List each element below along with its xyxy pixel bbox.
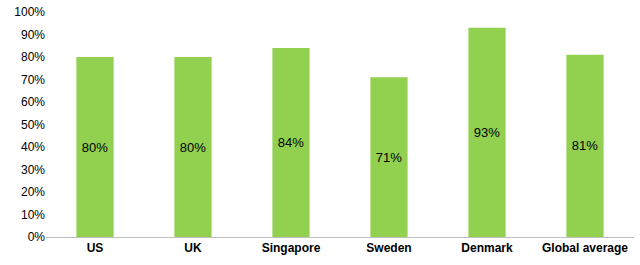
svg-text:US: US <box>87 241 104 255</box>
svg-text:93%: 93% <box>474 125 500 140</box>
svg-text:10%: 10% <box>21 208 45 222</box>
svg-text:84%: 84% <box>278 135 304 150</box>
svg-text:Singapore: Singapore <box>262 241 321 255</box>
svg-text:20%: 20% <box>21 185 45 199</box>
svg-text:80%: 80% <box>21 50 45 64</box>
svg-text:81%: 81% <box>572 138 598 153</box>
svg-text:Sweden: Sweden <box>366 241 411 255</box>
svg-text:70%: 70% <box>21 73 45 87</box>
svg-text:50%: 50% <box>21 118 45 132</box>
svg-text:100%: 100% <box>14 5 45 19</box>
svg-text:90%: 90% <box>21 28 45 42</box>
svg-text:UK: UK <box>184 241 202 255</box>
svg-text:71%: 71% <box>376 150 402 165</box>
svg-text:Denmark: Denmark <box>461 241 513 255</box>
svg-text:40%: 40% <box>21 140 45 154</box>
svg-text:60%: 60% <box>21 95 45 109</box>
svg-text:30%: 30% <box>21 163 45 177</box>
svg-text:80%: 80% <box>180 140 206 155</box>
svg-text:80%: 80% <box>82 140 108 155</box>
svg-text:0%: 0% <box>28 230 46 244</box>
svg-text:Global average: Global average <box>542 241 628 255</box>
